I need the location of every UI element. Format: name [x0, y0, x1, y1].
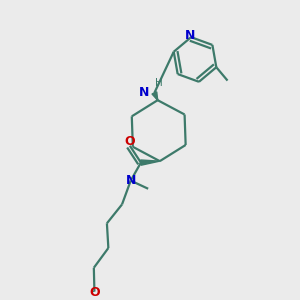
- Text: O: O: [124, 135, 135, 148]
- Polygon shape: [152, 92, 158, 100]
- Text: N: N: [139, 86, 149, 99]
- Polygon shape: [141, 160, 160, 165]
- Text: N: N: [125, 174, 136, 187]
- Text: N: N: [184, 29, 195, 42]
- Text: O: O: [89, 286, 100, 299]
- Text: H: H: [155, 78, 163, 88]
